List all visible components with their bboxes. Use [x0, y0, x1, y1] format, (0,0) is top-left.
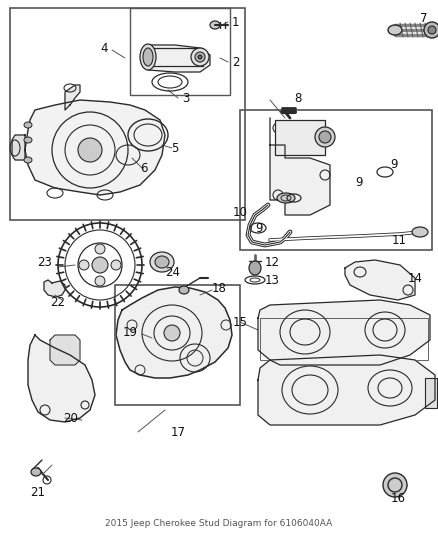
Ellipse shape: [155, 256, 169, 268]
Text: 23: 23: [37, 255, 52, 269]
Text: 24: 24: [165, 265, 180, 279]
Text: 9: 9: [390, 158, 398, 172]
Ellipse shape: [383, 473, 407, 497]
Polygon shape: [270, 118, 330, 215]
Polygon shape: [12, 135, 25, 160]
Polygon shape: [44, 280, 65, 297]
Polygon shape: [28, 335, 95, 422]
Text: 15: 15: [233, 316, 248, 328]
Ellipse shape: [388, 25, 402, 35]
Bar: [115, 285, 240, 405]
Ellipse shape: [277, 193, 295, 203]
Polygon shape: [50, 335, 80, 365]
Text: 14: 14: [408, 271, 423, 285]
Text: 22: 22: [50, 295, 66, 309]
Text: 13: 13: [265, 273, 280, 287]
Bar: [425, 378, 437, 408]
Text: 17: 17: [170, 425, 186, 439]
Text: 9: 9: [355, 175, 363, 189]
Ellipse shape: [31, 468, 41, 476]
Bar: [10, 8, 245, 220]
Text: 9: 9: [255, 222, 262, 235]
Ellipse shape: [95, 244, 105, 254]
Ellipse shape: [24, 157, 32, 163]
Ellipse shape: [428, 26, 436, 34]
Polygon shape: [258, 355, 435, 425]
Text: 3: 3: [182, 92, 189, 104]
Polygon shape: [116, 287, 232, 378]
Text: 4: 4: [100, 42, 108, 54]
Text: 16: 16: [391, 491, 406, 505]
Ellipse shape: [78, 138, 102, 162]
Polygon shape: [345, 260, 415, 300]
Polygon shape: [25, 100, 165, 195]
Bar: [240, 110, 432, 250]
Text: 5: 5: [171, 141, 178, 155]
Ellipse shape: [79, 260, 89, 270]
Text: 8: 8: [294, 92, 302, 104]
Bar: [275, 120, 325, 155]
Polygon shape: [148, 45, 210, 72]
Ellipse shape: [164, 325, 180, 341]
Text: 21: 21: [31, 486, 46, 498]
Ellipse shape: [92, 257, 108, 273]
Bar: [260, 318, 428, 360]
Polygon shape: [258, 300, 430, 365]
Ellipse shape: [195, 52, 205, 62]
Ellipse shape: [424, 22, 438, 38]
Text: 2: 2: [232, 55, 240, 69]
Bar: [130, 8, 230, 95]
Ellipse shape: [111, 260, 121, 270]
Text: 10: 10: [233, 206, 248, 220]
Ellipse shape: [315, 127, 335, 147]
Text: 18: 18: [212, 281, 227, 295]
Ellipse shape: [95, 276, 105, 286]
Ellipse shape: [249, 261, 261, 275]
Ellipse shape: [140, 44, 156, 70]
Text: 12: 12: [265, 255, 280, 269]
Text: 1: 1: [232, 15, 240, 28]
Ellipse shape: [210, 21, 220, 29]
Ellipse shape: [198, 55, 202, 59]
Text: 7: 7: [420, 12, 427, 25]
Ellipse shape: [150, 252, 174, 272]
Ellipse shape: [412, 227, 428, 237]
Ellipse shape: [24, 137, 32, 143]
Polygon shape: [65, 85, 80, 110]
Ellipse shape: [24, 122, 32, 128]
Ellipse shape: [143, 48, 153, 66]
Text: 2015 Jeep Cherokee Stud Diagram for 6106040AA: 2015 Jeep Cherokee Stud Diagram for 6106…: [106, 520, 332, 529]
Text: 20: 20: [63, 411, 78, 424]
Ellipse shape: [319, 131, 331, 143]
Text: 11: 11: [392, 233, 407, 246]
Text: 19: 19: [123, 326, 138, 338]
Ellipse shape: [191, 48, 209, 66]
Text: 6: 6: [141, 161, 148, 174]
Ellipse shape: [179, 286, 189, 294]
Bar: [148, 48, 203, 66]
